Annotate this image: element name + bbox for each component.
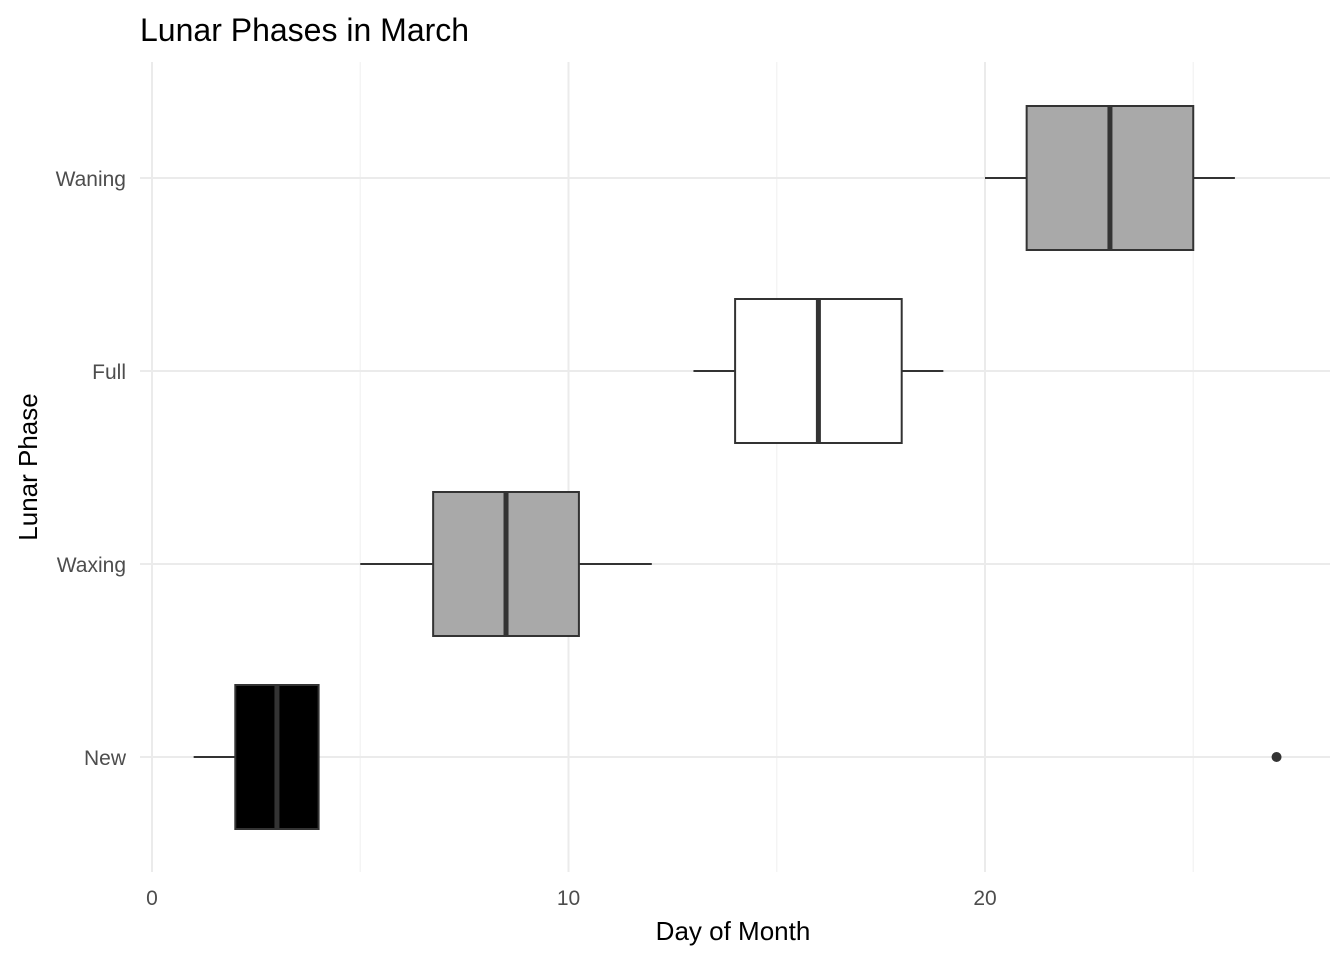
y-axis-title: Lunar Phase [13,393,43,540]
x-tick-label: 0 [146,887,158,910]
chart-title: Lunar Phases in March [140,12,469,48]
box-waning [985,105,1235,251]
x-axis-title: Day of Month [656,916,811,946]
x-tick-label: 10 [557,887,580,910]
x-axis-ticks: 0 10 20 [146,887,997,910]
y-tick-label: New [84,747,127,770]
box-waxing [360,491,652,637]
box-new [193,684,1282,830]
box-full [693,298,944,444]
y-tick-label: Waxing [57,554,126,577]
outlier-point [1271,752,1282,762]
y-axis-ticks: New Waxing Full Waning [56,168,127,770]
boxes [193,105,1282,830]
x-tick-label: 20 [973,887,996,910]
y-tick-label: Waning [56,168,126,191]
y-tick-label: Full [92,361,126,384]
